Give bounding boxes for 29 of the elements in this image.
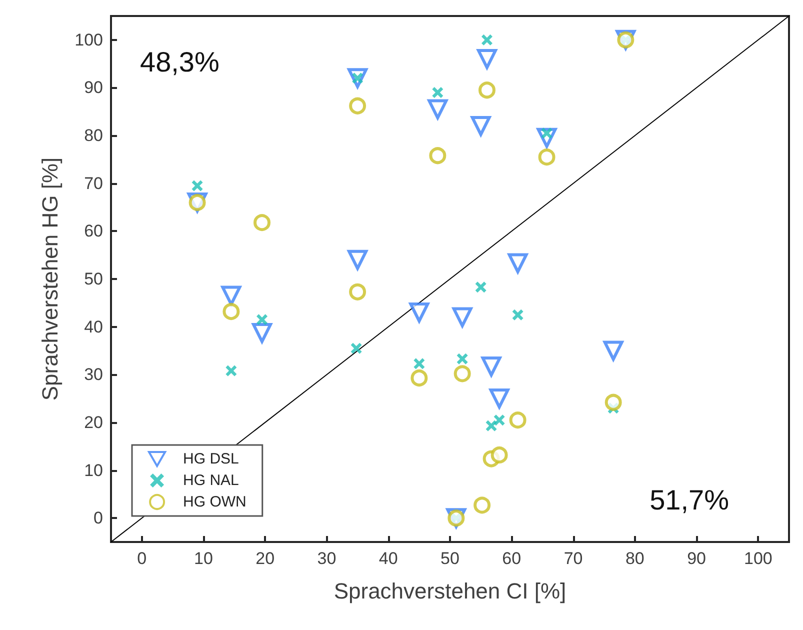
x-tick-label: 40 — [378, 549, 398, 568]
x-tick-label: 80 — [625, 549, 644, 568]
annotation: 51,7% — [650, 484, 730, 516]
x-tick-label: 10 — [194, 549, 213, 568]
x-tick-label: 100 — [744, 549, 772, 568]
legend-label: HG OWN — [183, 494, 246, 510]
y-tick-label: 80 — [84, 126, 103, 146]
x-tick-label: 0 — [137, 549, 147, 568]
y-tick-label: 0 — [94, 508, 103, 528]
x-tick-label: 30 — [317, 549, 336, 568]
x-tick-label: 70 — [564, 549, 583, 568]
y-tick-label: 50 — [84, 270, 103, 288]
x-tick-label: 90 — [687, 549, 706, 568]
y-tick-label: 40 — [84, 317, 103, 336]
x-tick-label: 50 — [440, 549, 460, 568]
x-tick-label: 20 — [256, 549, 275, 568]
y-tick-label: 60 — [84, 222, 103, 241]
y-tick-label: 30 — [84, 365, 103, 384]
annotation: 48,3% — [140, 46, 220, 78]
x-axis-title: Sprachverstehen CI [%] — [334, 578, 566, 604]
y-tick-label: 10 — [84, 460, 103, 480]
x-tick-label: 60 — [502, 549, 522, 568]
legend-label: HG DSL — [183, 450, 239, 468]
y-tick-label: 100 — [74, 30, 103, 50]
y-tick-label: 70 — [84, 174, 103, 193]
legend-label: HG NAL — [183, 472, 239, 489]
y-tick-label: 90 — [84, 78, 103, 98]
y-tick-label: 20 — [84, 412, 103, 432]
y-axis-title: Sprachverstehen HG [%] — [38, 157, 62, 401]
